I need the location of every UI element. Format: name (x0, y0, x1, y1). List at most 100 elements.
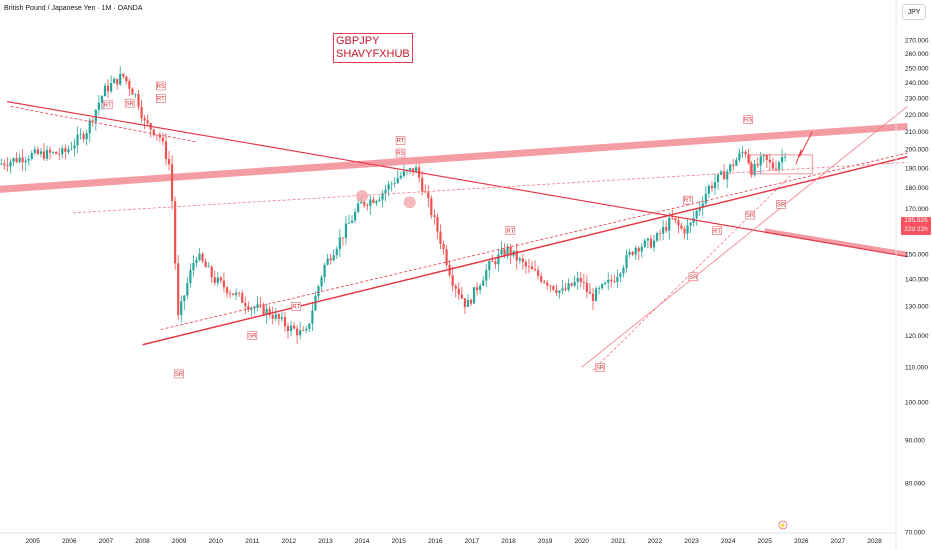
candle-body (353, 211, 357, 221)
candle-body (24, 160, 27, 163)
highlight-circle (356, 189, 369, 202)
candle-body (158, 135, 161, 138)
candle-body (482, 280, 485, 286)
y-tick-label: 220.000 (905, 112, 929, 119)
y-tick-label: 130.000 (905, 304, 929, 311)
candle-body (64, 148, 67, 152)
annotation-text: SR (248, 334, 257, 340)
candle-body (616, 276, 619, 282)
annotation-text: SR (689, 275, 698, 281)
candle-body (91, 120, 94, 122)
lower-zone (764, 228, 908, 257)
candle-body (140, 106, 143, 118)
candle-body (161, 137, 165, 142)
candle-body (222, 280, 226, 288)
mid-dashed-trendline (72, 161, 908, 214)
currency-selector[interactable]: JPY (902, 4, 926, 20)
annotation-label: SR (247, 331, 257, 340)
candle-body (430, 198, 433, 216)
annotation-box (505, 226, 516, 236)
candle-body (457, 288, 460, 295)
range-box (749, 154, 813, 175)
candle-body (576, 277, 579, 282)
candle-body (76, 134, 79, 146)
candle-body (329, 258, 332, 261)
candle-body (683, 228, 686, 234)
candle-body (0, 163, 3, 165)
candle-body (463, 298, 466, 307)
candle-body (109, 83, 113, 92)
candle-body (591, 293, 595, 301)
y-tick-label: 250.000 (905, 65, 929, 72)
candle-body (375, 200, 378, 203)
candle-body (582, 281, 585, 283)
candle-body (143, 117, 146, 121)
annotation-text: RT (397, 138, 405, 144)
candle-body (268, 308, 271, 315)
annotation-box (102, 100, 113, 110)
y-tick-label: 100.000 (905, 399, 929, 406)
annotation-label: RS (743, 115, 754, 124)
candle-body (619, 273, 622, 277)
annotation-label: RT (712, 226, 722, 236)
candle-body (228, 293, 232, 294)
candle-body (82, 134, 85, 140)
annotation-box (156, 94, 166, 103)
candle-body (723, 171, 726, 180)
candle-body (610, 279, 613, 282)
descending-trendline-dashed (10, 106, 198, 143)
y-tick-label: 210.000 (905, 129, 929, 136)
candle-body (155, 135, 158, 136)
x-tick-label: 2015 (391, 538, 406, 545)
candle-body (247, 306, 250, 310)
candle-body (488, 261, 491, 271)
candle-body (344, 223, 348, 238)
candle-body (250, 308, 253, 310)
y-tick-label: 90.000 (905, 438, 925, 445)
candle-body (253, 307, 256, 309)
candle-body (536, 270, 540, 276)
candle-body (622, 267, 625, 274)
candle-body (750, 163, 753, 176)
candle-body (756, 163, 759, 166)
candle-body (643, 240, 646, 247)
annotation-text: RS (157, 84, 165, 90)
x-tick-label: 2012 (282, 538, 297, 545)
annotation-box (174, 369, 184, 379)
candle-body (296, 328, 299, 336)
candle-body (594, 288, 598, 301)
candle-body (448, 264, 451, 276)
candle-body (238, 292, 241, 294)
current-price-tag: 195.926 22d 22h (901, 217, 931, 235)
y-tick-label: 80.000 (905, 481, 925, 488)
candle-body (421, 177, 424, 192)
x-tick-label: 2028 (867, 538, 882, 545)
candle-body (219, 277, 222, 281)
candle-body (573, 281, 576, 286)
annotation-label: RS (395, 148, 406, 158)
annotation-box (743, 115, 754, 124)
annotation-box (395, 136, 406, 145)
annotation-box (776, 200, 786, 209)
candle-body (491, 261, 494, 262)
x-tick-label: 2014 (355, 538, 370, 545)
candle-body (18, 157, 21, 162)
candle-body (341, 237, 344, 239)
candle-body (527, 266, 531, 268)
trendlines (6, 101, 908, 371)
candle-body (665, 227, 668, 231)
candle-body (299, 330, 302, 336)
candle-body (88, 120, 91, 134)
candle-body (637, 247, 640, 252)
candle-body (585, 282, 588, 292)
candle-body (338, 237, 341, 249)
candle-body (695, 210, 698, 219)
chart-title: British Pound / Japanese Yen · 1M · OAND… (4, 5, 143, 12)
candle-body (716, 174, 720, 183)
candle-body (533, 269, 537, 271)
candle-body (579, 277, 582, 282)
candle-body (259, 304, 262, 306)
y-tick-label: 70.000 (905, 529, 925, 536)
